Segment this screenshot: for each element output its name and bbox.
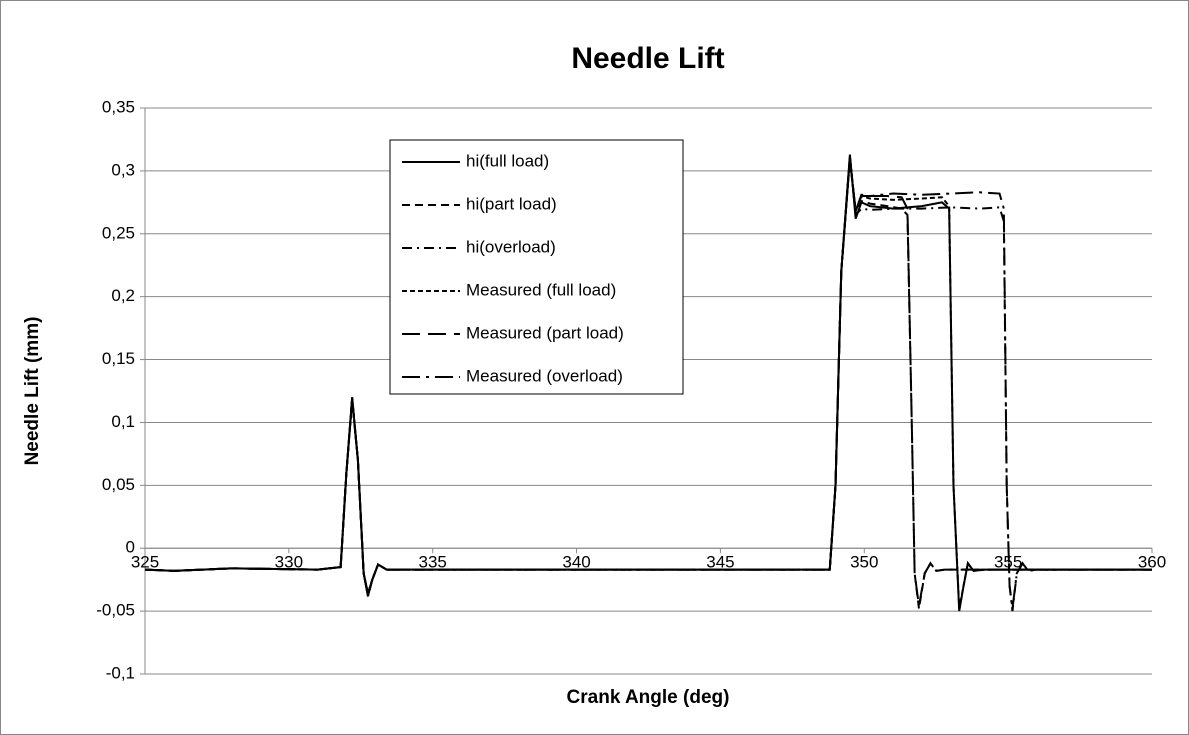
y-tick-label: 0,3 bbox=[111, 160, 135, 179]
y-tick-label: 0 bbox=[126, 538, 135, 557]
y-tick-label: 0,2 bbox=[111, 286, 135, 305]
legend-box bbox=[389, 139, 684, 395]
x-tick-label: 360 bbox=[1138, 553, 1166, 572]
y-tick-label: 0,25 bbox=[102, 223, 135, 242]
y-axis-label: Needle Lift (mm) bbox=[22, 317, 43, 466]
legend-label: Measured (part load) bbox=[466, 323, 624, 342]
legend-label: Measured (full load) bbox=[466, 280, 616, 299]
y-tick-label: 0,35 bbox=[102, 97, 135, 116]
x-axis-label: Crank Angle (deg) bbox=[567, 687, 730, 708]
legend-label: hi(full load) bbox=[466, 151, 549, 170]
legend-label: hi(part load) bbox=[466, 194, 557, 213]
legend-label: hi(overload) bbox=[466, 237, 556, 256]
y-tick-label: 0,1 bbox=[111, 412, 135, 431]
y-tick-label: 0,15 bbox=[102, 349, 135, 368]
x-tick-label: 345 bbox=[706, 553, 734, 572]
x-tick-label: 340 bbox=[562, 553, 590, 572]
chart-title: Needle Lift bbox=[571, 42, 724, 75]
x-tick-label: 335 bbox=[419, 553, 447, 572]
legend-label: Measured (overload) bbox=[466, 366, 623, 385]
x-tick-label: 330 bbox=[275, 553, 303, 572]
y-tick-label: -0,05 bbox=[96, 601, 135, 620]
y-tick-label: -0,1 bbox=[106, 663, 135, 682]
series-line bbox=[144, 158, 1152, 609]
y-tick-label: 0,05 bbox=[102, 475, 135, 494]
x-tick-label: 350 bbox=[850, 553, 878, 572]
x-tick-label: 325 bbox=[131, 553, 159, 572]
